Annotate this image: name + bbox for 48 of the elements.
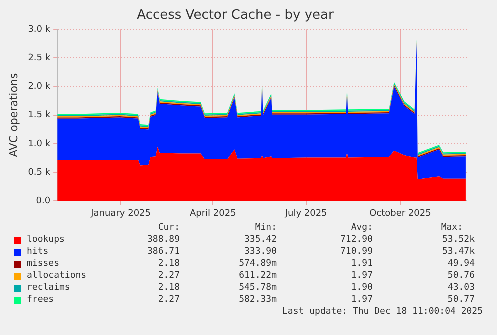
text: 2.27 <box>157 270 180 282</box>
y-tick-label: 3.0 k <box>28 24 52 35</box>
y-tick-label: 2.5 k <box>28 54 52 64</box>
x-tick-label: April 2025 <box>190 208 236 219</box>
text: Min: <box>254 222 277 234</box>
x-tick-label: January 2025 <box>90 208 151 219</box>
legend-label: allocations <box>27 270 87 282</box>
text: 1.97 <box>350 294 373 306</box>
text: 545.78m <box>238 282 277 294</box>
text: 712.90 <box>339 234 373 246</box>
text: 1.91 <box>350 258 373 270</box>
text: 386.71 <box>146 246 180 258</box>
text: 582.33m <box>238 294 277 306</box>
text: 49.94 <box>446 258 475 270</box>
legend-label: lookups <box>27 234 65 246</box>
text: 335.42 <box>243 234 277 246</box>
text: 50.77 <box>446 294 475 306</box>
text: 43.03 <box>446 282 475 294</box>
text: 1.90 <box>350 282 373 294</box>
text: 388.89 <box>146 234 180 246</box>
text: 2.27 <box>157 294 180 306</box>
text: 50.76 <box>446 270 475 282</box>
x-tick-label: October 2025 <box>370 208 432 219</box>
text: Avg: <box>350 222 373 234</box>
text: Cur: <box>157 222 180 234</box>
y-tick-label: 2.0 k <box>28 82 52 92</box>
x-tick-label: July 2025 <box>284 208 328 219</box>
y-axis-title: AVC operations <box>7 73 20 158</box>
legend-label: reclaims <box>27 282 70 294</box>
legend-label: hits <box>27 246 49 258</box>
text: 1.97 <box>350 270 373 282</box>
text: 53.52k <box>441 234 475 246</box>
y-tick-label: 1.0 k <box>28 139 52 150</box>
text: 53.47k <box>441 246 475 258</box>
text: 611.22m <box>238 270 277 282</box>
text: 574.89m <box>238 258 277 270</box>
chart-title: Access Vector Cache - by year <box>137 8 334 24</box>
y-tick-label: 1.5 k <box>28 110 52 121</box>
text: 2.18 <box>157 258 180 270</box>
y-tick-label: 0.5 k <box>28 168 52 178</box>
text: Last update: Thu Dec 18 11:00:04 2025 <box>282 306 483 318</box>
legend-label: frees <box>27 294 54 306</box>
text: Max: <box>440 222 464 234</box>
y-tick-label: 0.0 <box>36 196 51 207</box>
legend-label: misses <box>27 258 60 270</box>
text: 2.18 <box>157 282 180 294</box>
text: 710.99 <box>339 246 373 258</box>
text: 333.90 <box>243 246 277 258</box>
